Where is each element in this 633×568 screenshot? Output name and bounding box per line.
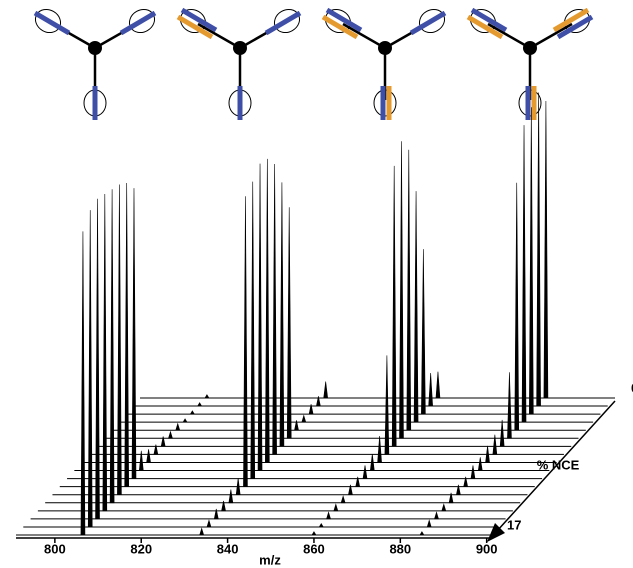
peak	[426, 519, 432, 528]
peak	[95, 198, 100, 520]
peak	[279, 182, 285, 447]
peak	[323, 381, 329, 399]
peak	[124, 183, 129, 487]
peak	[470, 465, 476, 479]
peak	[243, 196, 248, 487]
peak	[428, 373, 433, 407]
peak	[362, 465, 368, 479]
peak	[435, 371, 441, 399]
peak	[421, 249, 426, 415]
peak	[391, 165, 397, 447]
peak	[189, 410, 195, 415]
x-tick-label: 820	[130, 541, 152, 556]
peak	[492, 434, 498, 455]
peak	[294, 420, 299, 431]
peak	[477, 457, 483, 471]
z-tick-label: 0	[631, 380, 633, 395]
x-tick-label: 900	[476, 541, 498, 556]
structure-icon	[174, 3, 306, 120]
peak	[340, 495, 346, 504]
peak	[355, 476, 361, 487]
x-tick-label: 840	[217, 541, 239, 556]
peak	[441, 503, 447, 512]
peak	[235, 478, 241, 496]
peak	[419, 531, 425, 536]
peak	[272, 164, 277, 455]
peak	[199, 527, 205, 536]
peak	[456, 484, 461, 496]
peak	[448, 492, 454, 504]
peak	[221, 500, 226, 512]
peak	[153, 444, 159, 455]
x-tick-label: 880	[389, 541, 411, 556]
peak	[529, 107, 534, 415]
peak	[514, 182, 520, 431]
peak	[485, 445, 490, 463]
peak	[326, 511, 331, 520]
peak	[333, 503, 339, 512]
peak	[197, 402, 203, 407]
peak	[228, 489, 234, 504]
peak	[206, 519, 212, 528]
x-axis-label: m/z	[259, 552, 281, 567]
peak	[406, 149, 412, 431]
peak	[160, 436, 166, 447]
peak	[369, 453, 375, 471]
x-tick-label: 860	[303, 541, 325, 556]
peak	[308, 404, 314, 415]
peak	[521, 125, 527, 423]
x-tick-label: 800	[44, 541, 66, 556]
peak	[377, 436, 382, 463]
peak	[213, 508, 219, 520]
peak	[257, 163, 263, 471]
peak	[384, 355, 390, 455]
z-tick-label: 17	[507, 517, 521, 532]
peak	[182, 418, 188, 423]
peak	[168, 430, 173, 439]
peak	[102, 194, 108, 512]
peak	[286, 207, 292, 439]
peak	[543, 100, 549, 399]
peak	[507, 372, 512, 439]
peak	[117, 184, 122, 496]
peak	[146, 449, 151, 463]
peak	[87, 210, 93, 528]
peak	[413, 191, 419, 423]
peak	[109, 189, 115, 504]
peak	[316, 396, 321, 407]
peak	[399, 141, 404, 439]
peak	[463, 476, 469, 487]
peak	[250, 181, 256, 479]
structure-icon	[29, 3, 161, 120]
peak	[265, 158, 270, 463]
peak	[301, 414, 307, 423]
peak	[434, 511, 439, 520]
peak	[131, 188, 137, 479]
peak	[138, 450, 144, 471]
peak	[348, 484, 353, 496]
peak	[175, 422, 181, 431]
peak	[204, 394, 210, 399]
peak	[499, 419, 505, 447]
z-axis-label: % NCE	[537, 457, 580, 472]
structure-icon	[464, 3, 596, 120]
z-axis-arrow	[487, 523, 505, 542]
peak	[80, 231, 86, 536]
z-axis	[496, 400, 616, 532]
peak	[311, 531, 317, 536]
peak	[536, 92, 541, 407]
structure-icon	[319, 3, 451, 120]
peak	[318, 523, 324, 528]
